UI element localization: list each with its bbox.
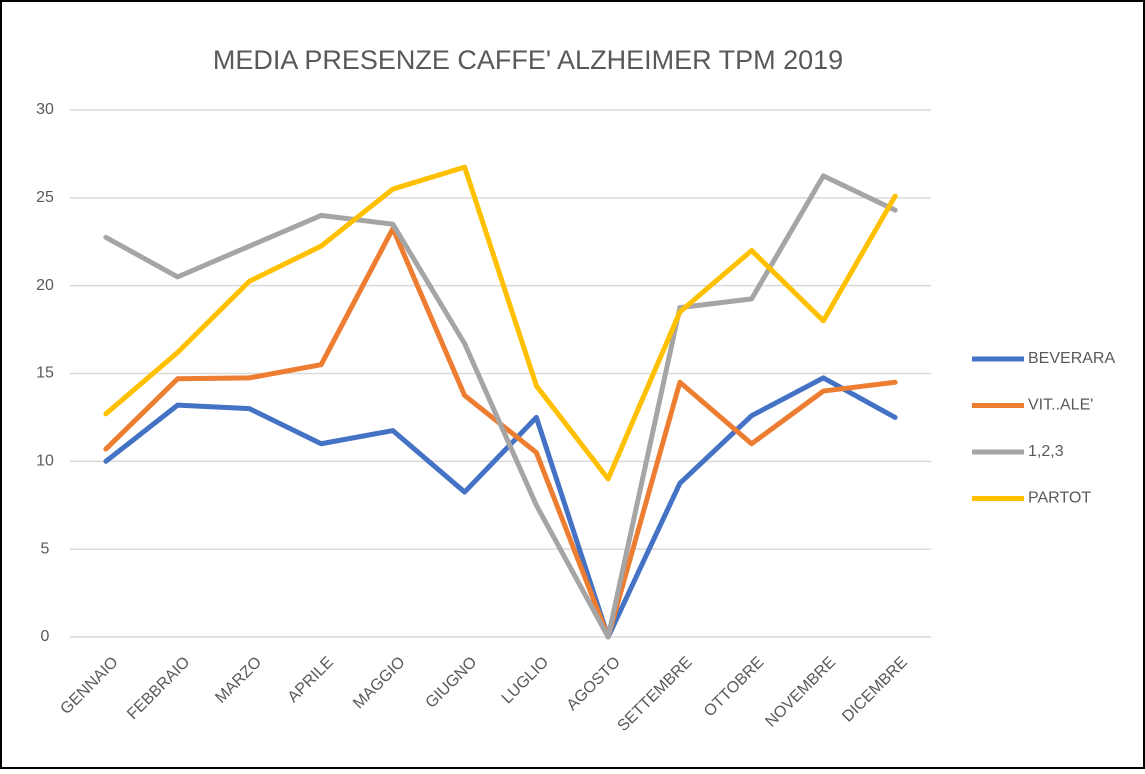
line-series xyxy=(103,375,898,640)
y-tick-label: 25 xyxy=(36,189,54,206)
y-tick-label: 5 xyxy=(41,540,50,557)
y-tick-label: 30 xyxy=(36,101,54,118)
line-series xyxy=(103,164,898,482)
y-tick-label: 10 xyxy=(36,453,54,470)
legend-label: VIT..ALE' xyxy=(1028,397,1093,414)
line-series xyxy=(103,173,898,640)
legend-label: BEVERARA xyxy=(1028,350,1115,367)
legend-label: PARTOT xyxy=(1028,490,1091,507)
y-tick-label: 15 xyxy=(36,365,54,382)
chart-title: MEDIA PRESENZE CAFFE' ALZHEIMER TPM 2019 xyxy=(213,45,843,75)
y-tick-label: 20 xyxy=(36,277,54,294)
y-tick-label: 0 xyxy=(41,628,50,645)
legend-label: 1,2,3 xyxy=(1028,443,1064,460)
